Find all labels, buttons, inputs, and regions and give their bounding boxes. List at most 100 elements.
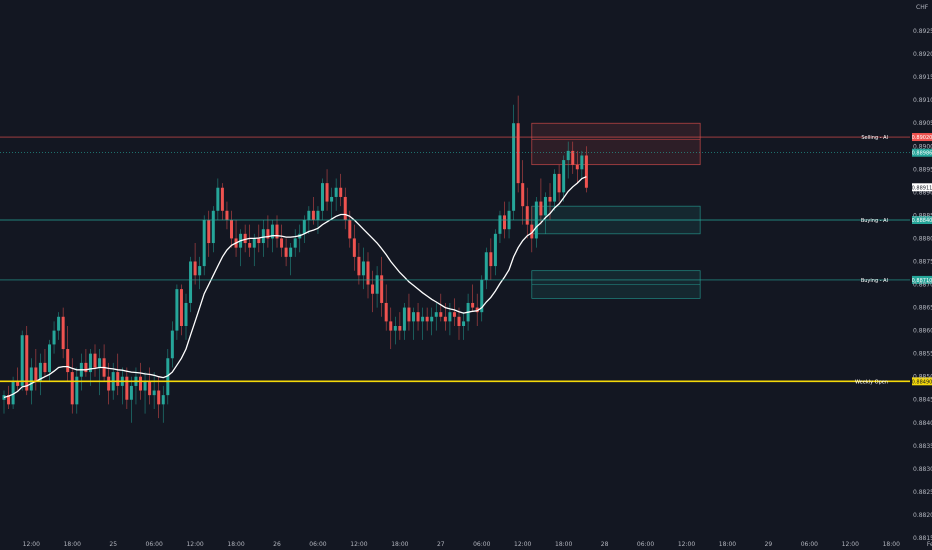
candle-body — [493, 233, 497, 267]
candle-body — [416, 312, 420, 322]
candle-body — [380, 275, 384, 303]
candle-body — [539, 201, 543, 216]
candle-body — [148, 381, 152, 396]
candle-body — [166, 358, 170, 396]
candle-body — [330, 196, 334, 202]
x-tick-label: 06:00 — [473, 541, 490, 548]
y-tick-label: 0.88250 — [913, 489, 932, 496]
zones-layer — [531, 122, 701, 299]
price-axis[interactable]: CHF 0.89250 0.89200 0.89150 0.89100 0.89050 0… — [913, 4, 932, 542]
candle-body — [339, 187, 343, 197]
price-tag-box — [912, 148, 932, 157]
candle-body — [384, 302, 388, 322]
x-tick-label: 12:00 — [23, 541, 40, 548]
candle-body — [580, 155, 584, 170]
candle-body — [521, 183, 525, 207]
candle-body — [503, 215, 506, 230]
candle-body — [157, 390, 161, 405]
candle-body — [443, 316, 447, 322]
candle-body — [484, 252, 488, 280]
x-tick-label: 18:00 — [64, 541, 81, 548]
candle-body — [398, 326, 402, 331]
candle-body — [125, 376, 129, 400]
candle-body — [184, 302, 188, 326]
x-tick-label: 18:00 — [555, 541, 572, 548]
level-price-tag-text: 0.88840 — [912, 218, 932, 224]
candle-body — [462, 321, 466, 326]
candle-body — [57, 316, 61, 331]
price-tag-text: 0.88986 — [912, 151, 932, 157]
x-tick-label: Feb — [927, 541, 932, 548]
candle-body — [430, 316, 434, 322]
candle-body — [98, 358, 102, 368]
candle-body — [48, 344, 51, 373]
candle-body — [129, 385, 133, 400]
x-tick-label: 26 — [273, 541, 281, 548]
level-line-label: Selling - AI — [861, 135, 888, 141]
candle-body — [70, 372, 74, 405]
y-tick-label: 0.89050 — [913, 120, 932, 127]
x-tick-label: 29 — [765, 541, 773, 548]
candle-body — [152, 390, 156, 396]
level-price-tag-text: 0.89020 — [912, 135, 932, 141]
x-tick-label: 28 — [601, 541, 609, 548]
level-price-tag-text: 0.88490 — [912, 379, 932, 385]
candle-body — [202, 220, 206, 267]
candle-body — [175, 289, 179, 331]
candle-body — [525, 206, 529, 225]
y-tick-label: 0.88850 — [913, 212, 932, 219]
y-tick-label: 0.88450 — [913, 397, 932, 404]
y-tick-label: 0.88150 — [913, 535, 932, 542]
y-tick-label: 0.89250 — [913, 28, 932, 35]
candle-body — [480, 279, 484, 313]
candle-body — [448, 312, 452, 322]
y-tick-label: 0.88350 — [913, 443, 932, 450]
level-line-label: Buying - AI — [861, 218, 888, 224]
zone-box — [531, 122, 701, 166]
level-price-tag-box — [912, 275, 932, 284]
candle-body — [311, 210, 315, 220]
y-tick-label: 0.88650 — [913, 305, 932, 312]
candle-body — [116, 372, 120, 386]
candle-body — [107, 376, 111, 391]
candle-body — [457, 316, 461, 326]
time-axis[interactable]: 12:00 18:00 25 06:00 12:00 18:00 26 06:00 12:00 1… — [23, 541, 932, 548]
candle-body — [266, 229, 270, 239]
y-tick-label: 0.88950 — [913, 166, 932, 173]
candle-body — [261, 229, 265, 244]
candle-body — [439, 312, 443, 317]
x-tick-label: 18:00 — [719, 541, 736, 548]
y-tick-label: 0.89000 — [913, 143, 932, 150]
x-tick-label: 12:00 — [678, 541, 695, 548]
y-tick-label: 0.88800 — [913, 235, 932, 242]
candle-body — [471, 302, 475, 308]
x-tick-label: 06:00 — [146, 541, 163, 548]
candle-body — [66, 349, 70, 373]
candle-body — [43, 362, 47, 373]
candle-body — [38, 362, 42, 382]
candle-body — [61, 316, 65, 350]
y-tick-label: 0.88700 — [913, 282, 932, 289]
candle-body — [93, 353, 97, 368]
x-tick-label: 12:00 — [842, 541, 859, 548]
candle-body — [189, 261, 193, 303]
candle-body — [139, 376, 142, 391]
x-tick-label: 18:00 — [391, 541, 408, 548]
candle-body — [348, 220, 352, 239]
candle-body — [366, 261, 370, 285]
level-price-tag-box — [912, 377, 932, 386]
x-tick-label: 06:00 — [637, 541, 654, 548]
candle-body — [343, 196, 347, 220]
candle-body — [248, 243, 252, 248]
level-lines-layer: Selling - AI 0.89020 Buying - AI 0.88840 Buy… — [0, 133, 932, 386]
candle-body — [321, 183, 324, 211]
candle-body — [407, 307, 411, 322]
candle-body — [270, 224, 274, 239]
y-tick-label: 0.88200 — [913, 512, 932, 519]
candle-body — [475, 307, 479, 313]
level-price-tag-text: 0.88710 — [912, 278, 932, 284]
price-tag-text: 0.88911 — [912, 185, 932, 191]
x-tick-label: 18:00 — [883, 541, 900, 548]
candle-body — [393, 326, 397, 331]
